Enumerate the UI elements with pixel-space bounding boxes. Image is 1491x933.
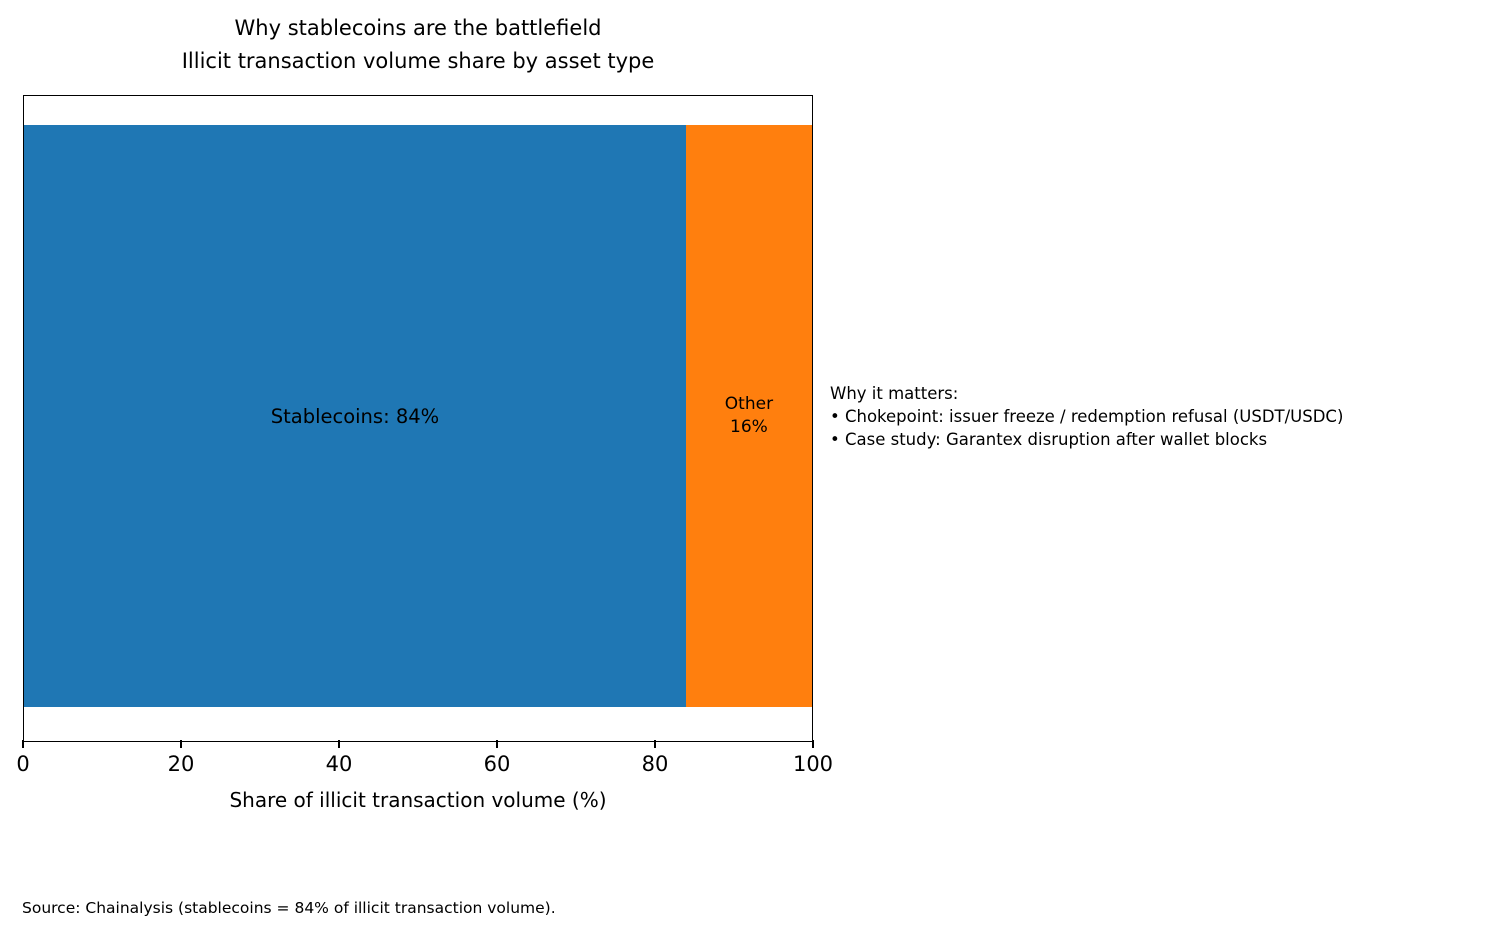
bar-segment-other: Other 16% [685, 125, 812, 707]
bar-label-stablecoins: Stablecoins: 84% [270, 404, 440, 428]
source-note: Source: Chainalysis (stablecoins = 84% o… [22, 899, 556, 917]
chart-title: Why stablecoins are the battlefield Illi… [23, 12, 813, 78]
x-tick-mark [338, 740, 340, 748]
annotation-bullet-chokepoint: • Chokepoint: issuer freeze / redemption… [830, 407, 1344, 426]
plot-area: Stablecoins: 84% Other 16% [23, 95, 813, 742]
x-tick-label: 20 [167, 752, 195, 776]
x-tick-label: 80 [641, 752, 669, 776]
bar-segment-stablecoins: Stablecoins: 84% [24, 125, 686, 707]
why-it-matters-annotation: Why it matters: • Chokepoint: issuer fre… [830, 382, 1491, 451]
stacked-bar: Stablecoins: 84% Other 16% [24, 125, 812, 707]
x-tick-mark [22, 740, 24, 748]
annotation-bullet-case-study: • Case study: Garantex disruption after … [830, 430, 1268, 449]
x-tick-mark [496, 740, 498, 748]
x-tick-mark [812, 740, 814, 748]
x-tick-mark [654, 740, 656, 748]
x-axis: 0 20 40 60 80 100 [16, 740, 833, 790]
chart-title-line-2: Illicit transaction volume share by asse… [181, 49, 655, 73]
chart-title-line-1: Why stablecoins are the battlefield [234, 16, 602, 40]
x-tick-label: 100 [792, 752, 834, 776]
annotation-heading: Why it matters: [830, 384, 959, 403]
x-tick-label: 40 [325, 752, 353, 776]
x-tick-label: 60 [483, 752, 511, 776]
bar-label-other-value: 16% [730, 417, 768, 437]
bar-label-other-name: Other [724, 394, 774, 414]
x-tick-mark [180, 740, 182, 748]
x-axis-title: Share of illicit transaction volume (%) [229, 788, 607, 812]
x-tick-label: 0 [16, 752, 30, 776]
bar-label-other: Other 16% [725, 393, 773, 439]
